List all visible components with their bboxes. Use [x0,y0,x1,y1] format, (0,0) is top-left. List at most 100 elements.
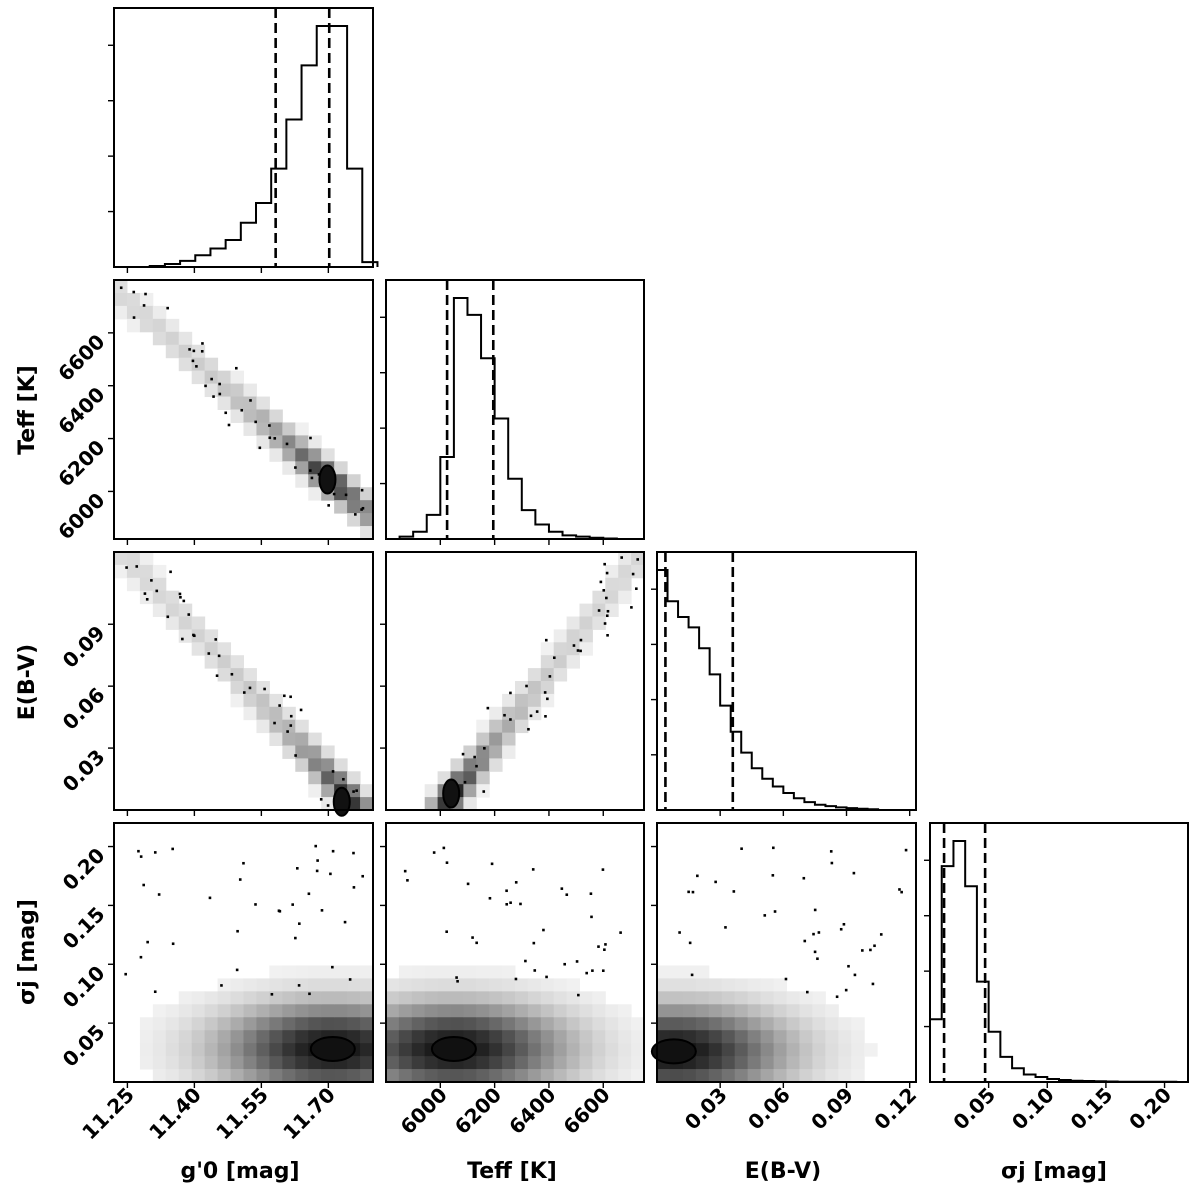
density-cell [721,1069,736,1083]
density-cell [139,292,154,307]
density-cell [269,965,283,979]
density-cell [204,991,219,1005]
density-cell [553,1056,568,1070]
outlier-point [403,869,407,873]
density-cell [540,1004,555,1018]
density-cell [515,706,529,721]
outlier-point [503,713,506,717]
outlier-point [192,349,196,353]
outlier-point [575,960,579,963]
density-cell [437,1004,451,1018]
density-cell [295,978,309,992]
outlier-points-scatter_g_t [119,286,365,516]
density-cell [592,1030,606,1044]
density-cell [386,991,400,1005]
density-cell [282,1030,296,1044]
density-cell [579,603,593,617]
density-cell [230,383,244,398]
contour-scatter_t_e [442,778,461,809]
outlier-point [505,902,509,906]
density-cell [282,1056,296,1070]
density-cell [786,1043,800,1057]
outlier-point [524,959,527,963]
density-cell [553,1017,568,1031]
outlier-point [544,638,548,642]
outlier-point [182,599,186,603]
outlier-point [268,436,272,440]
density-cell [191,344,206,359]
outlier-point [591,969,594,972]
panel-hist_e [651,551,917,816]
density-cell [230,978,244,992]
density-cell [126,292,141,307]
outlier-point [813,950,817,954]
density-cell [282,991,296,1005]
density-cell [334,965,348,979]
density-cell [553,1004,568,1018]
density-cell [540,1056,555,1070]
density-cell [618,1030,632,1044]
density-cell [489,1043,503,1057]
density-cell [515,1017,529,1031]
density-cell [669,965,684,979]
outlier-point [563,962,566,966]
density-cell [360,500,374,514]
density-cell [126,552,141,566]
density-cell [282,978,296,992]
density-cell [256,422,270,436]
outlier-point [210,377,213,381]
density-cell [566,1004,580,1018]
density-cell [618,552,632,566]
density-cell [411,1004,426,1018]
density-cell [566,991,580,1005]
histogram-hist_t [386,297,618,540]
density-cell [540,681,555,695]
density-cell [424,797,439,811]
outlier-points-scatter_t_e [461,556,640,793]
density-cell [295,965,309,979]
density-cell [347,1004,361,1018]
contour-scatter_g_s [309,1036,356,1063]
density-cell [321,784,335,798]
x-tick-label-s-1: 0.10 [1007,1083,1059,1135]
density-cell [747,1004,762,1018]
outlier-point [157,893,161,896]
density-cell [178,603,193,617]
density-cell [489,758,503,772]
density-cell [825,1056,839,1070]
density-cell [721,1056,736,1070]
outlier-point [803,939,807,943]
x-tick-label-e-3: 0.12 [869,1083,921,1135]
outlier-point [286,730,289,733]
outlier-point [842,922,846,926]
density-cell [424,784,439,798]
density-cell [605,1069,619,1083]
outlier-point [602,589,606,592]
density-cell [178,357,193,372]
density-cell [308,745,322,759]
outlier-point [529,714,533,718]
density-cell [605,564,619,579]
frame-hist_e [656,551,917,811]
density-cell [230,1030,244,1044]
density-cell [282,422,296,436]
outlier-point [316,859,319,862]
density-cell [152,1030,167,1044]
outlier-point [200,350,204,353]
outlier-point [542,928,545,932]
density-cell [139,1056,154,1070]
density-cell [476,758,490,772]
density-cell [489,719,503,734]
density-cells-scatter_t_e [424,552,645,811]
density-cell [411,1043,426,1057]
density-cell [256,1004,270,1018]
density-cell [243,1004,257,1018]
outlier-point [690,973,694,977]
density-cell [657,1017,671,1031]
outlier-point [258,446,262,450]
outlier-point [166,615,170,619]
density-cell [786,1004,800,1018]
density-cell [851,1017,865,1031]
density-cell [152,590,167,605]
density-cell [282,461,296,475]
